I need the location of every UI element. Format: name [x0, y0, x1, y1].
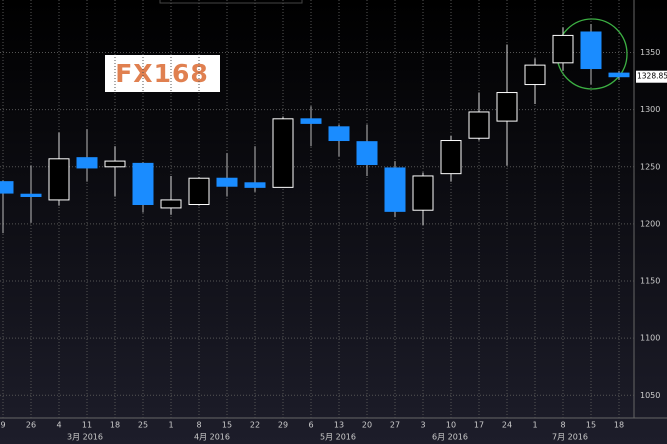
y-tick-label: 1250	[640, 162, 660, 171]
x-tick-label: 1	[532, 421, 537, 430]
candle-body	[608, 72, 630, 78]
x-tick-label: 15	[586, 421, 596, 430]
y-tick-label: 1100	[640, 334, 660, 343]
y-tick-label: 1200	[640, 219, 660, 228]
x-tick-label: 10	[446, 421, 456, 430]
x-tick-label: 3	[420, 421, 425, 430]
candle-body	[188, 177, 210, 206]
candle-body	[300, 118, 322, 124]
month-label: 7月 2016	[552, 433, 588, 442]
candle-body	[76, 157, 98, 169]
y-tick-label: 1050	[640, 391, 660, 400]
logo: FX168	[115, 59, 209, 88]
month-label: 3月 2016	[67, 433, 103, 442]
candle-body	[328, 126, 350, 142]
x-tick-label: 18	[614, 421, 624, 430]
candle-body	[496, 92, 518, 122]
y-tick-label: 1300	[640, 105, 660, 114]
x-tick-label: 29	[278, 421, 288, 430]
x-tick-label: 8	[560, 421, 565, 430]
month-label: 5月 2016	[320, 433, 356, 442]
x-tick-label: 20	[362, 421, 372, 430]
x-tick-label: 17	[474, 421, 484, 430]
x-tick-label: 1	[168, 421, 173, 430]
candle-body	[132, 162, 154, 206]
candle-body	[356, 141, 378, 166]
x-tick-label: 13	[334, 421, 344, 430]
x-tick-label: 15	[222, 421, 232, 430]
y-tick-label: 1150	[640, 277, 660, 286]
x-tick-label: 8	[196, 421, 201, 430]
candle-body	[440, 140, 462, 175]
x-tick-label: 26	[26, 421, 36, 430]
candle-body	[412, 175, 434, 211]
candle-body	[524, 64, 546, 86]
last-price-box	[636, 70, 667, 83]
candle-body	[580, 31, 602, 70]
x-tick-label: 27	[390, 421, 400, 430]
y-tick-label: 1350	[640, 48, 660, 57]
candle-body	[0, 181, 14, 194]
logo-box	[105, 55, 220, 92]
top-box	[159, 0, 303, 4]
x-tick-label: 4	[56, 421, 61, 430]
x-tick-label: 18	[110, 421, 120, 430]
x-tick-label: 11	[82, 421, 92, 430]
candle-body	[48, 158, 70, 201]
candle-body	[104, 160, 126, 168]
candle-body	[384, 167, 406, 212]
candle-body	[468, 111, 490, 139]
month-label: 6月 2016	[432, 433, 468, 442]
candle-body	[160, 199, 182, 209]
candle-body	[244, 182, 266, 188]
candle-body	[216, 177, 238, 187]
candle-body	[552, 34, 574, 64]
month-label: 4月 2016	[194, 433, 230, 442]
x-tick-label: 24	[502, 421, 512, 430]
x-tick-label: 25	[138, 421, 148, 430]
candle-body	[272, 118, 294, 188]
x-tick-label: 22	[250, 421, 260, 430]
candle-body	[20, 193, 42, 198]
last-price-label: 1328.85	[637, 72, 667, 81]
x-tick-label: 6	[308, 421, 313, 430]
x-tick-label: 9	[0, 421, 5, 430]
